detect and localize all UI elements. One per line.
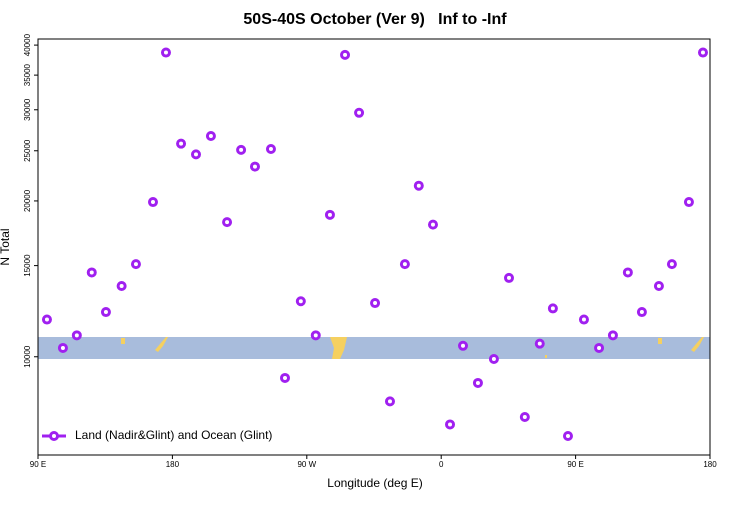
point — [622, 267, 633, 278]
x-tick-label: 90 E — [567, 460, 583, 469]
point — [222, 217, 233, 228]
point — [653, 280, 664, 291]
legend-label: Land (Nadir&Glint) and Ocean (Glint) — [75, 428, 272, 442]
point — [503, 272, 514, 283]
point — [41, 314, 52, 325]
point — [594, 342, 605, 353]
y-tick-label: 35000 — [23, 63, 32, 86]
point — [666, 259, 677, 270]
point — [683, 197, 694, 208]
point — [370, 298, 381, 309]
point — [249, 161, 260, 172]
point — [697, 47, 708, 58]
point — [71, 330, 82, 341]
point — [562, 430, 573, 441]
point — [413, 180, 424, 191]
point — [578, 314, 589, 325]
point — [458, 340, 469, 351]
point — [607, 330, 618, 341]
y-tick-label: 10000 — [23, 345, 32, 368]
map-strip — [38, 337, 710, 359]
point — [265, 143, 276, 154]
x-tick-label: 90 E — [30, 460, 46, 469]
y-tick-label: 15000 — [23, 254, 32, 277]
point — [488, 354, 499, 365]
x-tick-label: 0 — [439, 460, 444, 469]
point — [279, 372, 290, 383]
point — [100, 307, 111, 318]
point — [384, 396, 395, 407]
point — [534, 338, 545, 349]
point — [147, 197, 158, 208]
point — [547, 303, 558, 314]
x-tick-label: 180 — [703, 460, 717, 469]
y-tick-label: 30000 — [23, 98, 32, 121]
point — [636, 307, 647, 318]
land-strip — [121, 337, 704, 359]
point — [236, 144, 247, 155]
point — [160, 47, 171, 58]
point — [116, 280, 127, 291]
y-tick-label: 40000 — [23, 33, 32, 56]
point — [427, 219, 438, 230]
point — [310, 330, 321, 341]
point — [519, 411, 530, 422]
point — [340, 49, 351, 60]
chart-title: 50S-40S October (Ver 9) Inf to -Inf — [243, 11, 507, 28]
point — [205, 130, 216, 141]
y-tick-label: 25000 — [23, 139, 32, 162]
plot-frame — [37, 38, 711, 456]
point — [176, 138, 187, 149]
point — [445, 419, 456, 430]
point — [295, 296, 306, 307]
point — [399, 259, 410, 270]
point — [130, 259, 141, 270]
point — [57, 342, 68, 353]
y-axis-label: N Total — [0, 228, 12, 265]
legend-marker — [49, 431, 59, 441]
x-tick-label: 90 W — [297, 460, 316, 469]
point — [472, 377, 483, 388]
x-tick-label: 180 — [166, 460, 180, 469]
point — [86, 267, 97, 278]
y-tick-label: 20000 — [23, 189, 32, 212]
x-axis-label: Longitude (deg E) — [327, 476, 422, 490]
point — [190, 149, 201, 160]
point — [324, 209, 335, 220]
point — [354, 107, 365, 118]
